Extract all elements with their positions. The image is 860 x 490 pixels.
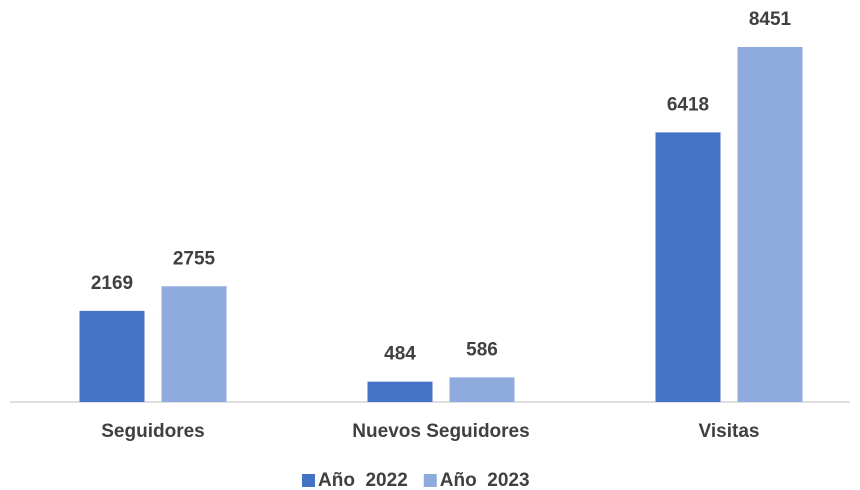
value-label: 586: [466, 339, 498, 360]
bar: [79, 310, 145, 402]
bar: [737, 47, 803, 402]
x-tick-label: Seguidores: [101, 421, 204, 442]
legend-label: Año 2022: [318, 470, 408, 490]
bar: [367, 381, 433, 402]
bar: [449, 377, 515, 402]
bar: [161, 286, 227, 402]
value-label: 6418: [667, 94, 709, 115]
legend-label: Año 2023: [440, 470, 530, 490]
legend-swatch: [302, 474, 315, 487]
x-tick-label: Visitas: [699, 421, 760, 442]
value-label: 8451: [749, 9, 792, 30]
value-label: 2755: [173, 248, 216, 269]
legend-swatch: [423, 474, 437, 487]
value-label: 2169: [91, 273, 133, 294]
x-tick-label: Nuevos Seguidores: [352, 421, 529, 442]
value-label: 484: [384, 344, 416, 365]
bar: [655, 132, 721, 402]
